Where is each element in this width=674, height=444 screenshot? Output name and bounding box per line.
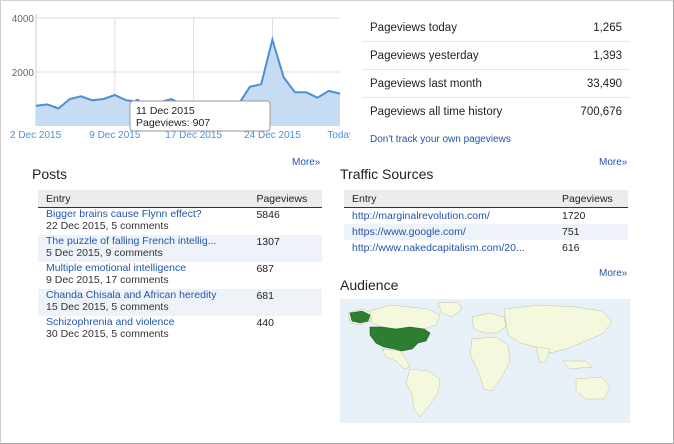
stat-label: Pageviews all time history — [370, 106, 503, 118]
traffic-pageviews: 1720 — [562, 210, 586, 222]
table-row: The puzzle of falling French intellig...… — [38, 235, 322, 262]
map-india — [535, 346, 551, 364]
tooltip-date: 11 Dec 2015 — [136, 105, 195, 117]
stat-value: 33,490 — [586, 77, 622, 90]
map-mexico — [381, 348, 411, 370]
table-row: http://marginalrevolution.com/ 1720 — [344, 208, 628, 225]
posts-col-pageviews: Pageviews — [248, 190, 322, 208]
post-title-link[interactable]: Multiple emotional intelligence — [46, 262, 187, 274]
traffic-col-pageviews: Pageviews — [554, 190, 628, 208]
tooltip-value-number: 907 — [193, 117, 211, 129]
audience-title: Audience — [340, 277, 399, 293]
table-row: Chanda Chisala and African heredity 15 De… — [38, 289, 322, 316]
posts-table: Entry Pageviews Bigger brains cause Flyn… — [38, 190, 322, 343]
audience-world-map[interactable] — [340, 299, 630, 423]
post-pageviews: 440 — [256, 317, 274, 329]
map-south-america — [405, 368, 441, 418]
chart-x-tick-label: 2 Dec 2015 — [10, 130, 62, 141]
stat-label: Pageviews yesterday — [370, 49, 479, 62]
table-row: https://www.google.com/ 751 — [344, 224, 628, 240]
traffic-source-link[interactable]: https://www.google.com/ — [352, 226, 466, 238]
chart-x-tick-label: 17 Dec 2015 — [165, 130, 222, 141]
posts-title: Posts — [32, 166, 68, 182]
post-pageviews: 687 — [256, 263, 274, 275]
audience-more-link[interactable]: More» — [599, 268, 628, 279]
pageviews-chart-svg: 4000 2000 2 Dec 2015 9 Dec 2015 17 Dec 2015… — [10, 14, 354, 141]
post-meta: 22 Dec 2015, 5 comments — [46, 220, 169, 232]
world-map-svg — [340, 299, 630, 423]
stat-row-last-month: Pageviews last month 33,490 — [362, 70, 630, 98]
post-title-link[interactable]: Chanda Chisala and African heredity — [46, 289, 217, 301]
map-indonesia — [561, 360, 593, 370]
chart-x-tick-label: 24 Dec 2015 — [244, 130, 301, 141]
traffic-source-link[interactable]: http://marginalrevolution.com/ — [352, 210, 490, 222]
traffic-pageviews: 751 — [554, 224, 628, 240]
stat-row-today: Pageviews today 1,265 — [362, 14, 630, 42]
stat-label: Pageviews last month — [370, 77, 482, 90]
post-meta: 30 Dec 2015, 5 comments — [46, 328, 169, 340]
table-row: http://www.nakedcapitalism.com/20... 616 — [344, 240, 628, 256]
traffic-more-link[interactable]: More» — [599, 157, 628, 168]
stat-value: 1,265 — [593, 21, 622, 34]
traffic-pageviews: 616 — [562, 242, 580, 254]
traffic-title: Traffic Sources — [340, 166, 434, 182]
chart-y-tick-label: 2000 — [12, 68, 35, 79]
traffic-source-link[interactable]: http://www.nakedcapitalism.com/20... — [352, 242, 525, 254]
chart-y-tick-label: 4000 — [12, 14, 35, 25]
traffic-header-row: Entry Pageviews — [344, 190, 628, 208]
stat-value: 1,393 — [593, 49, 622, 62]
stat-row-all-time: Pageviews all time history 700,676 — [362, 98, 630, 126]
stat-value: 700,676 — [580, 106, 622, 118]
tooltip-value: Pageviews: 907 — [136, 117, 210, 129]
dont-track-link[interactable]: Don't track your own pageviews — [370, 134, 511, 145]
pageviews-chart: 4000 2000 2 Dec 2015 9 Dec 2015 17 Dec 2015… — [0, 0, 354, 148]
chart-x-tick-label: Today — [327, 130, 350, 141]
map-canada — [369, 304, 441, 330]
table-row: Multiple emotional intelligence 9 Dec 201… — [38, 262, 322, 289]
pageview-stats: Pageviews today 1,265 Pageviews yesterda… — [362, 14, 630, 145]
map-europe — [471, 312, 507, 334]
post-pageviews: 5846 — [256, 209, 280, 221]
chart-x-tick-label: 9 Dec 2015 — [89, 130, 141, 141]
map-greenland — [437, 301, 463, 318]
posts-col-entry: Entry — [38, 190, 249, 208]
post-meta: 15 Dec 2015, 5 comments — [46, 301, 169, 313]
stat-label: Pageviews today — [370, 21, 457, 34]
posts-more-link[interactable]: More» — [292, 157, 321, 168]
map-alaska-highlight[interactable] — [349, 310, 371, 324]
traffic-col-entry: Entry — [344, 190, 554, 208]
table-row: Bigger brains cause Flynn effect? 22 Dec … — [38, 208, 322, 236]
tooltip-value-label: Pageviews: — [136, 117, 190, 129]
post-pageviews: 1307 — [248, 235, 322, 262]
post-title-link[interactable]: Bigger brains cause Flynn effect? — [46, 208, 202, 220]
table-row: Schizophrenia and violence 30 Dec 2015, 5… — [38, 316, 322, 343]
posts-header-row: Entry Pageviews — [38, 190, 322, 208]
chart-tooltip: 11 Dec 2015 Pageviews: 907 — [129, 100, 271, 132]
stat-row-yesterday: Pageviews yesterday 1,393 — [362, 42, 630, 70]
post-title-link[interactable]: The puzzle of falling French intellig... — [46, 235, 217, 247]
map-united-states[interactable] — [369, 326, 431, 352]
post-pageviews: 681 — [248, 289, 322, 316]
post-meta: 5 Dec 2015, 9 comments — [46, 247, 163, 259]
post-meta: 9 Dec 2015, 17 comments — [46, 274, 169, 286]
map-australia — [575, 376, 611, 400]
map-land — [347, 301, 613, 418]
post-title-link[interactable]: Schizophrenia and violence — [46, 316, 175, 328]
traffic-table: Entry Pageviews http://marginalrevolutio… — [344, 190, 628, 256]
map-asia — [503, 304, 613, 354]
map-africa — [469, 336, 511, 392]
